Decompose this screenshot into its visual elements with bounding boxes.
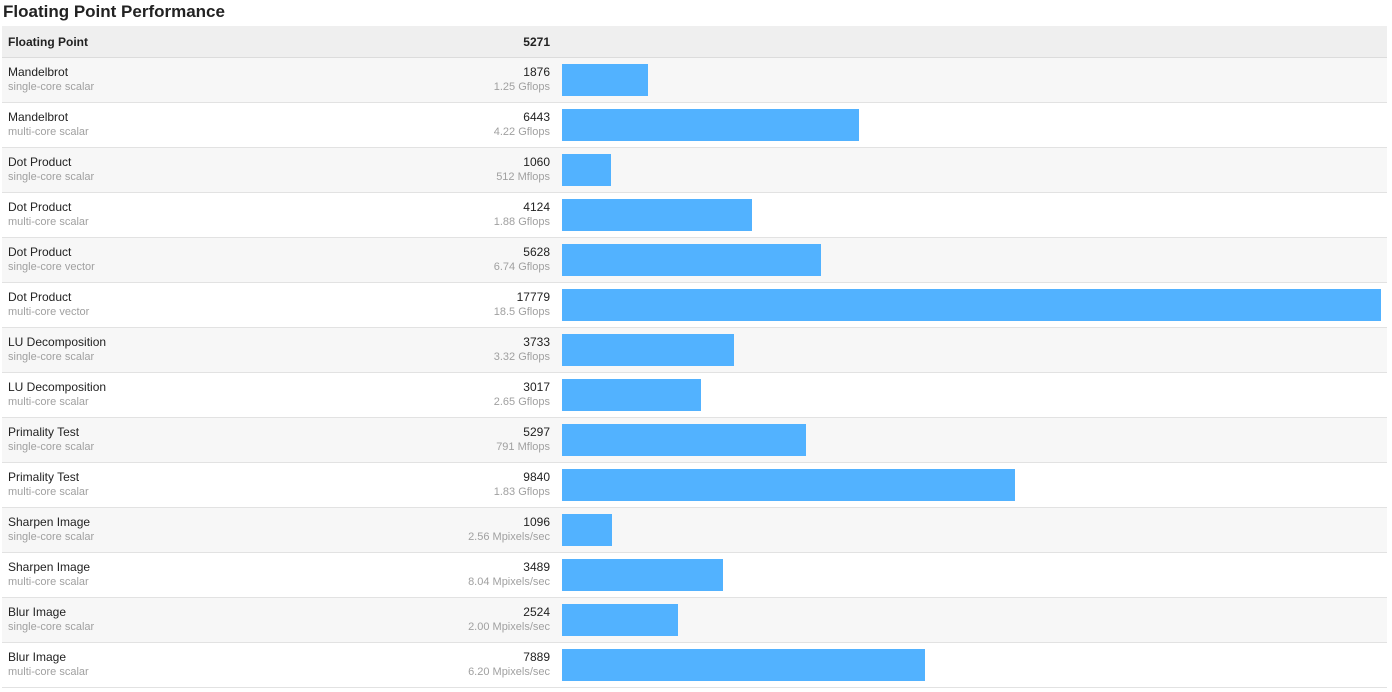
benchmark-rate: 791 Mflops [496,441,550,453]
score-bar [562,604,678,636]
benchmark-variant: multi-core vector [8,306,90,318]
header-score: 5271 [523,35,550,49]
benchmark-rate: 18.5 Gflops [493,306,550,318]
benchmark-variant: multi-core scalar [8,216,89,228]
benchmark-name: LU Decomposition [8,380,107,394]
score-bar [562,244,821,276]
benchmark-score: 6443 [523,110,550,124]
benchmark-variant: single-core scalar [8,531,95,543]
header-label: Floating Point [8,35,88,49]
benchmark-variant: multi-core scalar [8,666,89,678]
benchmark-name: Dot Product [8,245,72,259]
benchmark-rate: 1.25 Gflops [493,81,550,93]
benchmark-variant: multi-core scalar [8,126,89,138]
score-bar [562,289,1381,321]
table-row: Mandelbrot single-core scalar 1876 1.25 Gfl… [2,58,1387,103]
benchmark-score: 1876 [523,65,550,79]
table-row: Primality Test multi-core scalar 9840 1.83 … [2,463,1387,508]
score-bar [562,334,734,366]
benchmark-score: 1096 [523,515,550,529]
score-bar [562,64,648,96]
benchmark-name: Mandelbrot [8,110,69,124]
benchmark-name: Blur Image [8,605,67,619]
benchmark-score: 5628 [523,245,550,259]
benchmark-name: Mandelbrot [8,65,69,79]
table-row: Dot Product single-core scalar 1060 512 Mfl… [2,148,1387,193]
benchmark-score: 3733 [523,335,550,349]
benchmark-rate: 6.74 Gflops [493,261,550,273]
benchmark-variant: single-core scalar [8,441,95,453]
benchmark-score: 5297 [523,425,550,439]
table-row: Dot Product multi-core vector 17779 18.5 Gf… [2,283,1387,328]
score-bar [562,649,925,681]
benchmark-rate: 3.32 Gflops [493,351,550,363]
score-bar [562,154,611,186]
benchmark-variant: multi-core scalar [8,486,89,498]
benchmark-variant: single-core scalar [8,621,95,633]
table-row: Primality Test single-core scalar 5297 791 … [2,418,1387,463]
benchmark-variant: single-core vector [8,261,95,273]
table-row: Sharpen Image single-core scalar 1096 2.56 … [2,508,1387,553]
benchmark-rate: 1.88 Gflops [493,216,550,228]
benchmark-name: Dot Product [8,200,72,214]
table-row: LU Decomposition multi-core scalar 3017 2.6… [2,373,1387,418]
table-row: Dot Product multi-core scalar 4124 1.88 Gfl… [2,193,1387,238]
benchmark-name: Primality Test [8,470,80,484]
benchmark-table: Floating Point 5271 Mandelbrot single-cor… [2,26,1387,688]
table-row: Sharpen Image multi-core scalar 3489 8.04 M… [2,553,1387,598]
benchmark-name: Primality Test [8,425,80,439]
benchmark-score: 9840 [523,470,550,484]
benchmark-rate: 512 Mflops [496,171,550,183]
benchmark-rate: 4.22 Gflops [493,126,550,138]
table-row: Blur Image single-core scalar 2524 2.00 Mpi… [2,598,1387,643]
benchmark-name: Sharpen Image [8,515,91,529]
score-bar [562,199,752,231]
benchmark-score: 4124 [523,200,550,214]
benchmark-score: 1060 [523,155,550,169]
table-row: Mandelbrot multi-core scalar 6443 4.22 Gflo… [2,103,1387,148]
table-row: Dot Product single-core vector 5628 6.74 Gf… [2,238,1387,283]
score-bar [562,559,723,591]
benchmark-name: LU Decomposition [8,335,107,349]
benchmark-rate: 2.00 Mpixels/sec [468,621,550,633]
benchmark-name: Blur Image [8,650,67,664]
benchmark-rate: 8.04 Mpixels/sec [468,576,550,588]
benchmark-rate: 6.20 Mpixels/sec [468,666,550,678]
table-row: LU Decomposition single-core scalar 3733 3.… [2,328,1387,373]
table-header-row: Floating Point 5271 [2,26,1387,58]
score-bar [562,469,1015,501]
benchmark-score: 2524 [523,605,550,619]
benchmark-variant: single-core scalar [8,351,95,363]
benchmark-rate: 1.83 Gflops [493,486,550,498]
page-title: Floating Point Performance [3,2,225,21]
benchmark-score: 3017 [523,380,550,394]
benchmark-name: Sharpen Image [8,560,91,574]
benchmark-variant: single-core scalar [8,171,95,183]
benchmark-name: Dot Product [8,290,72,304]
benchmark-score: 7889 [523,650,550,664]
benchmark-score: 3489 [523,560,550,574]
benchmark-rate: 2.65 Gflops [493,396,550,408]
score-bar [562,109,859,141]
benchmark-variant: multi-core scalar [8,576,89,588]
benchmark-name: Dot Product [8,155,72,169]
score-bar [562,424,806,456]
benchmark-variant: single-core scalar [8,81,95,93]
benchmark-variant: multi-core scalar [8,396,89,408]
benchmark-rate: 2.56 Mpixels/sec [468,531,550,543]
score-bar [562,379,701,411]
score-bar [562,514,612,546]
table-row: Blur Image multi-core scalar 7889 6.20 Mpix… [2,643,1387,688]
benchmark-score: 17779 [516,290,550,304]
